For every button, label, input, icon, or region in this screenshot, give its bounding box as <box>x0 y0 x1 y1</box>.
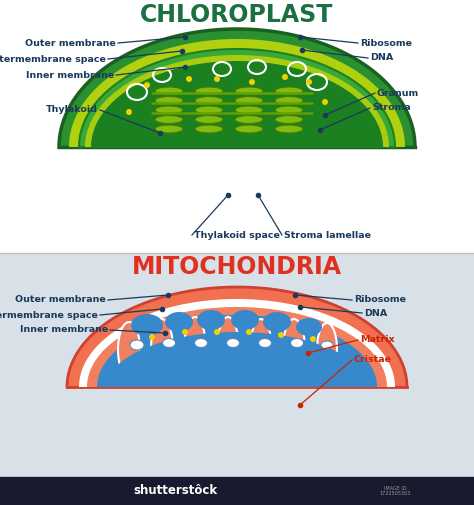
Ellipse shape <box>149 334 155 340</box>
Ellipse shape <box>194 338 208 347</box>
Polygon shape <box>79 49 395 147</box>
Text: CHLOROPLAST: CHLOROPLAST <box>140 3 334 27</box>
Text: Intermembrane space: Intermembrane space <box>0 55 106 64</box>
Ellipse shape <box>165 312 193 332</box>
Text: shutterstôck: shutterstôck <box>133 484 217 497</box>
Ellipse shape <box>235 87 263 95</box>
Ellipse shape <box>151 319 173 379</box>
Bar <box>0 0 474 253</box>
Polygon shape <box>97 315 377 387</box>
Ellipse shape <box>155 125 183 133</box>
Text: MITOCHONDRIA: MITOCHONDRIA <box>132 255 342 279</box>
Text: Matrix: Matrix <box>360 335 395 344</box>
Text: DNA: DNA <box>364 309 387 318</box>
Ellipse shape <box>195 87 223 95</box>
Text: Ribosome: Ribosome <box>360 38 412 47</box>
Ellipse shape <box>231 310 259 330</box>
Ellipse shape <box>275 106 303 114</box>
Ellipse shape <box>235 125 263 133</box>
Ellipse shape <box>126 109 132 115</box>
Ellipse shape <box>275 116 303 124</box>
Polygon shape <box>59 29 415 147</box>
Ellipse shape <box>283 319 305 379</box>
Ellipse shape <box>155 96 183 105</box>
Ellipse shape <box>217 317 239 382</box>
Text: Intermembrane space: Intermembrane space <box>0 311 98 320</box>
Text: Outer membrane: Outer membrane <box>25 38 116 47</box>
Text: Cristae: Cristae <box>354 356 392 365</box>
Ellipse shape <box>186 76 192 82</box>
Polygon shape <box>87 307 387 387</box>
Ellipse shape <box>310 336 316 342</box>
Ellipse shape <box>235 116 263 124</box>
Text: DNA: DNA <box>370 54 393 63</box>
Ellipse shape <box>155 116 183 124</box>
Text: Inner membrane: Inner membrane <box>26 71 114 79</box>
Polygon shape <box>67 287 407 387</box>
Ellipse shape <box>214 76 220 82</box>
Ellipse shape <box>235 96 263 105</box>
Ellipse shape <box>195 96 223 105</box>
Ellipse shape <box>131 314 163 336</box>
Ellipse shape <box>195 106 223 114</box>
Ellipse shape <box>163 338 175 347</box>
Ellipse shape <box>296 318 322 336</box>
Ellipse shape <box>214 329 220 335</box>
Ellipse shape <box>195 116 223 124</box>
Polygon shape <box>107 332 367 387</box>
Text: IMAGE ID
1722505303: IMAGE ID 1722505303 <box>379 486 410 496</box>
Ellipse shape <box>275 87 303 95</box>
Bar <box>0 477 474 505</box>
Ellipse shape <box>250 319 272 382</box>
Ellipse shape <box>195 125 223 133</box>
Ellipse shape <box>182 329 188 335</box>
Text: Stroma: Stroma <box>372 104 411 113</box>
Text: Inner membrane: Inner membrane <box>20 326 108 334</box>
Ellipse shape <box>321 341 333 349</box>
Ellipse shape <box>155 87 183 95</box>
Ellipse shape <box>263 312 291 332</box>
Text: Stroma lamellae: Stroma lamellae <box>284 230 371 239</box>
Ellipse shape <box>155 106 183 114</box>
Ellipse shape <box>258 338 272 347</box>
Text: Ribosome: Ribosome <box>354 295 406 305</box>
Bar <box>0 253 474 477</box>
Ellipse shape <box>235 106 263 114</box>
Polygon shape <box>85 55 389 147</box>
Ellipse shape <box>184 317 206 382</box>
Ellipse shape <box>197 310 225 330</box>
Text: Granum: Granum <box>377 88 419 97</box>
Ellipse shape <box>278 332 284 338</box>
Ellipse shape <box>246 329 252 335</box>
Ellipse shape <box>317 323 337 375</box>
Text: Thylakoid space: Thylakoid space <box>194 230 280 239</box>
Polygon shape <box>69 39 405 147</box>
Ellipse shape <box>306 79 312 85</box>
Text: Outer membrane: Outer membrane <box>15 295 106 305</box>
Ellipse shape <box>130 340 144 350</box>
Ellipse shape <box>275 125 303 133</box>
Ellipse shape <box>227 338 239 347</box>
Ellipse shape <box>291 338 303 347</box>
Ellipse shape <box>144 82 150 88</box>
Polygon shape <box>91 61 383 147</box>
Ellipse shape <box>322 99 328 105</box>
Ellipse shape <box>249 79 255 85</box>
Polygon shape <box>79 299 395 387</box>
Ellipse shape <box>275 96 303 105</box>
Ellipse shape <box>282 74 288 80</box>
Text: Thylakoid: Thylakoid <box>46 106 98 115</box>
Ellipse shape <box>118 322 140 377</box>
